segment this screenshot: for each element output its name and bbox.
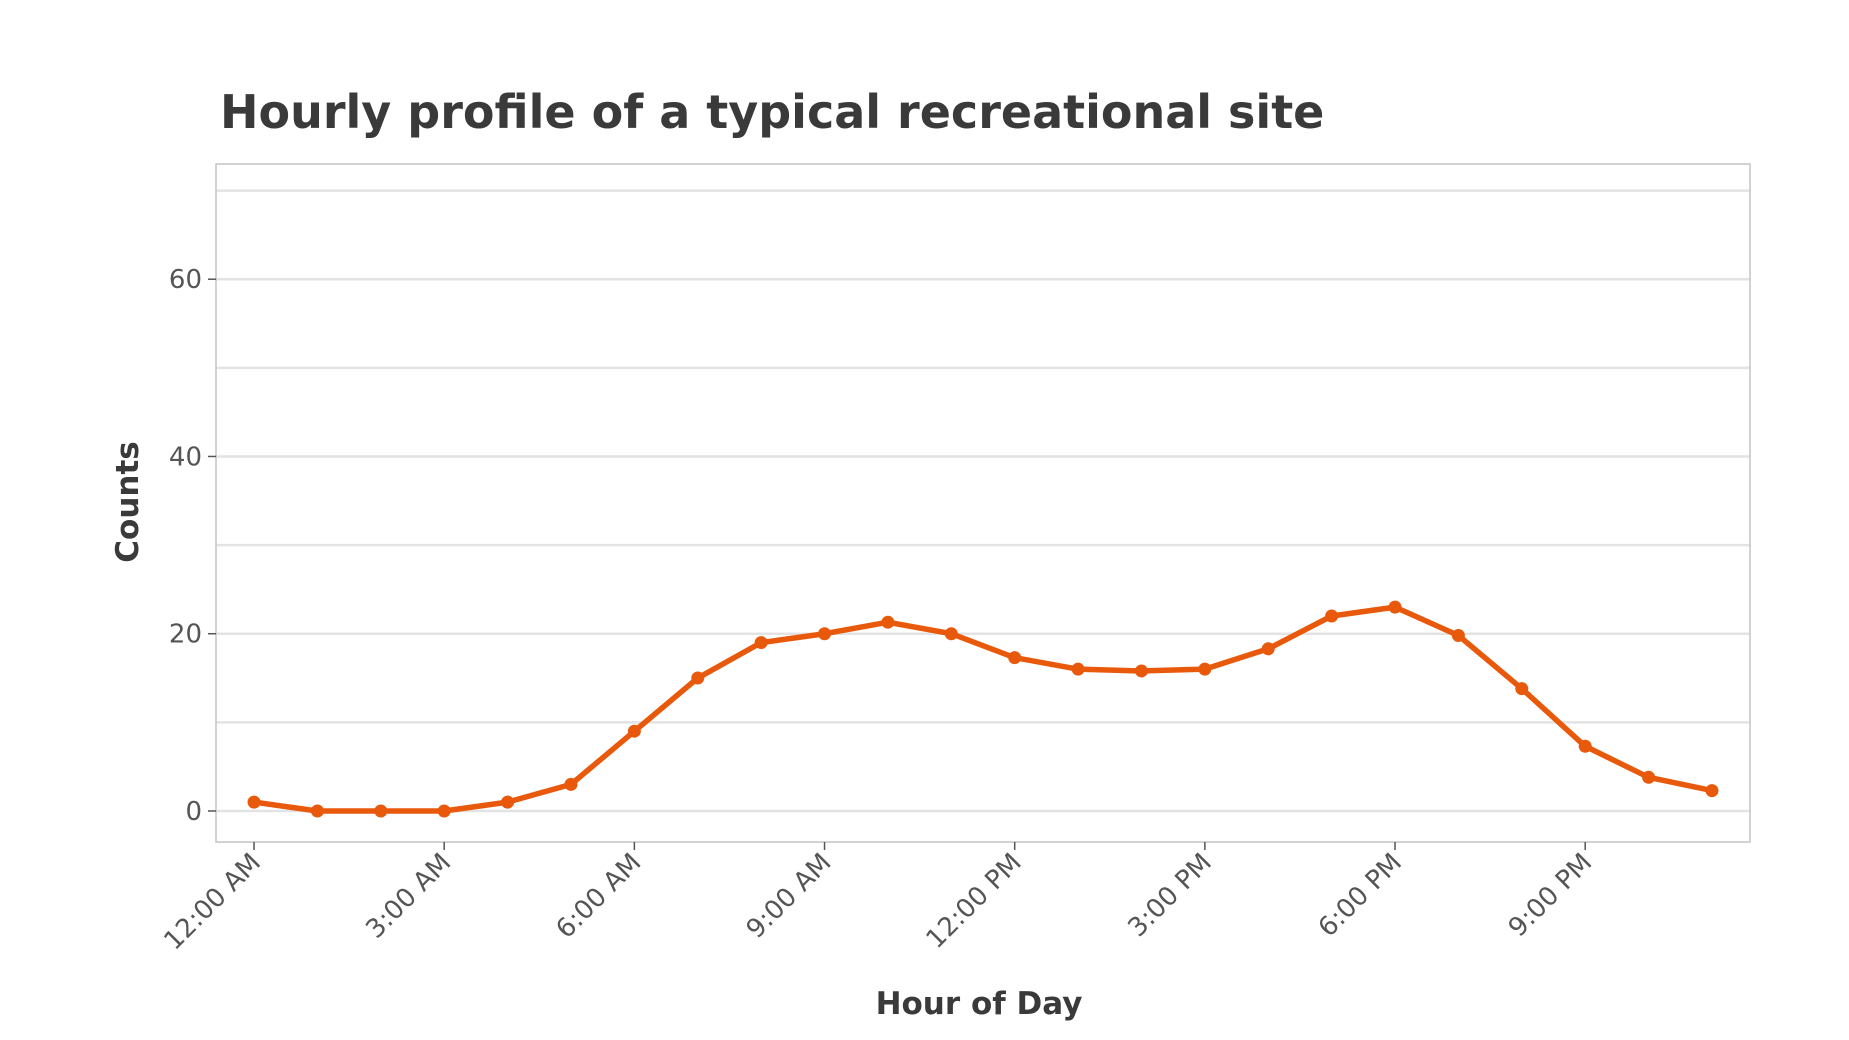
x-tick-label: 3:00 AM xyxy=(360,848,457,945)
y-tick-label: 0 xyxy=(185,797,202,827)
data-point xyxy=(437,804,451,818)
y-axis-title: Counts xyxy=(110,441,146,562)
data-point xyxy=(1451,628,1465,642)
data-point xyxy=(564,777,578,791)
y-tick-label: 40 xyxy=(169,442,202,472)
data-point xyxy=(1705,784,1719,798)
data-point xyxy=(374,804,388,818)
x-axis-title: Hour of Day xyxy=(876,986,1083,1022)
chart-title: Hourly profile of a typical recreational… xyxy=(220,85,1324,139)
x-tick-label: 9:00 AM xyxy=(741,848,838,945)
gridlines xyxy=(216,189,1750,813)
y-tick-label: 20 xyxy=(169,620,202,650)
data-point xyxy=(944,627,958,641)
data-point xyxy=(881,615,895,629)
data-point xyxy=(691,671,705,685)
y-tick-label: 60 xyxy=(169,265,202,295)
data-point xyxy=(310,804,324,818)
data-point xyxy=(1515,682,1529,696)
data-point xyxy=(1325,609,1339,623)
x-tick-label: 9:00 PM xyxy=(1503,848,1598,943)
data-point xyxy=(1071,662,1085,676)
series-line xyxy=(251,604,1715,814)
data-point xyxy=(754,636,768,650)
x-axis: 12:00 AM 3:00 AM 6:00 AM 9:00 AM 12:00 PM 3:0… xyxy=(158,842,1598,956)
y-axis: 0 20 40 60 xyxy=(169,265,216,827)
data-point xyxy=(247,795,261,809)
data-point xyxy=(1642,770,1656,784)
data-point xyxy=(1134,664,1148,678)
data-point xyxy=(818,627,832,641)
data-point xyxy=(627,724,641,738)
plot-frame xyxy=(215,163,1751,843)
x-tick-label: 12:00 AM xyxy=(158,848,266,956)
x-tick-label: 12:00 PM xyxy=(921,848,1028,955)
data-point xyxy=(1388,600,1402,614)
x-tick-label: 3:00 PM xyxy=(1123,848,1218,943)
data-point xyxy=(1008,651,1022,665)
data-point xyxy=(501,795,515,809)
data-point xyxy=(1261,642,1275,656)
data-point xyxy=(1198,662,1212,676)
data-point xyxy=(1578,739,1592,753)
x-tick-label: 6:00 PM xyxy=(1313,848,1408,943)
series-layer xyxy=(247,600,1719,818)
x-tick-label: 6:00 AM xyxy=(551,848,648,945)
